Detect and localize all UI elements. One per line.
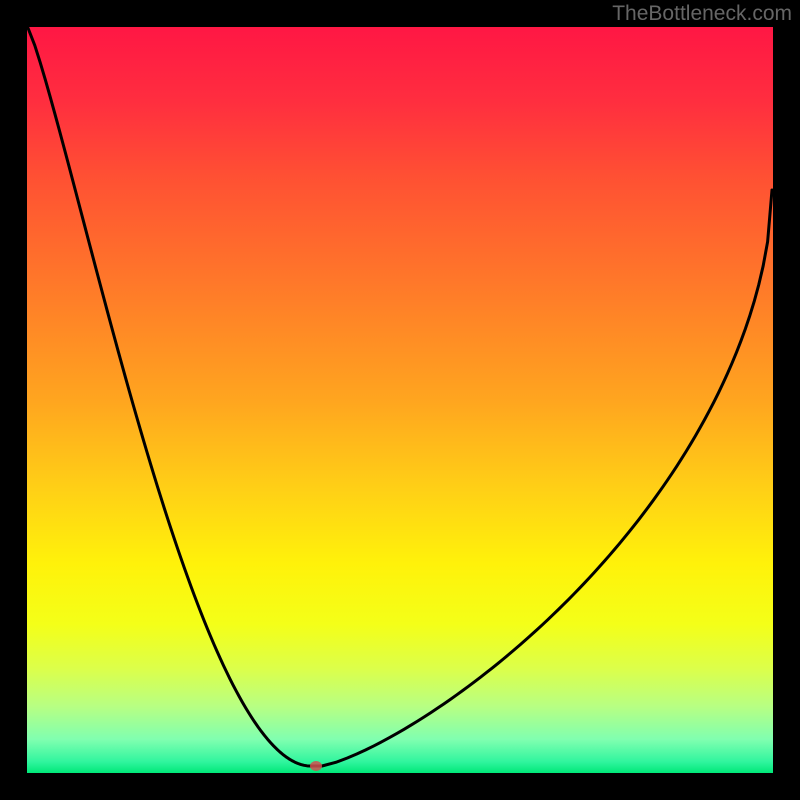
plot-background: [27, 27, 773, 773]
chart-container: TheBottleneck.com: [0, 0, 800, 800]
bottleneck-chart: [0, 0, 800, 800]
optimal-point-marker: [310, 761, 322, 771]
watermark-text: TheBottleneck.com: [612, 2, 792, 26]
